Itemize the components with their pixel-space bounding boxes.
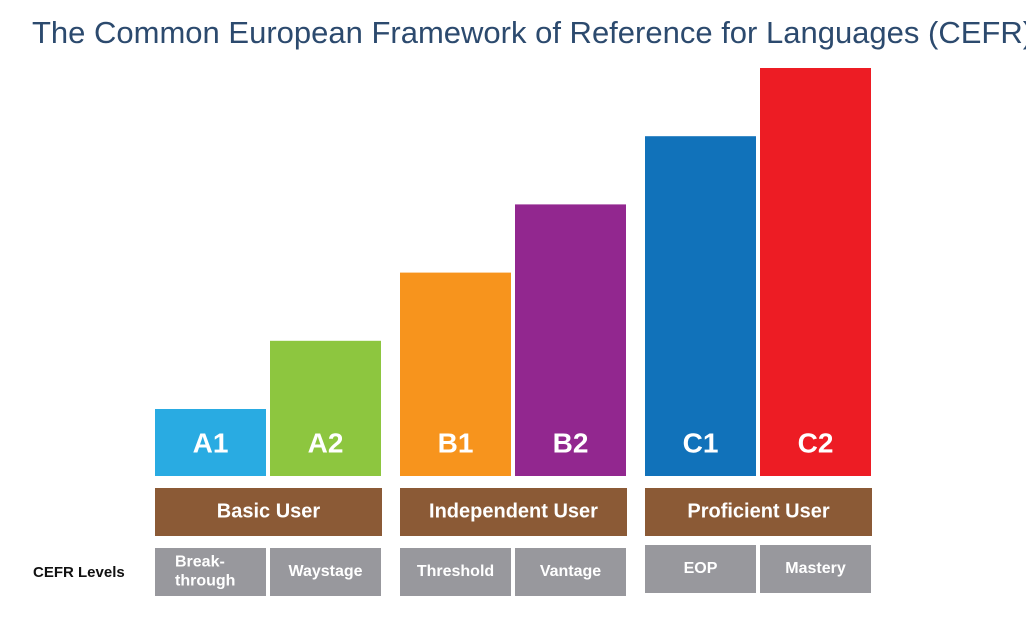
- group-label: Basic User: [217, 500, 321, 522]
- level-name: Mastery: [785, 560, 846, 577]
- level-name: EOP: [684, 560, 718, 577]
- level-name-box: [515, 548, 626, 596]
- level-code: B1: [438, 427, 474, 458]
- level-code: C1: [683, 427, 719, 458]
- group-label: Proficient User: [687, 500, 829, 522]
- level-code: C2: [798, 427, 834, 458]
- level-bar: [270, 340, 381, 476]
- level-code: B2: [553, 427, 589, 458]
- level-code: A2: [308, 427, 344, 458]
- level-name: Threshold: [417, 563, 494, 580]
- level-bar: [155, 409, 266, 476]
- level-name: Waystage: [288, 563, 362, 580]
- level-name: through: [175, 573, 235, 590]
- level-name-box: [400, 548, 511, 596]
- level-name-box: [270, 548, 381, 596]
- level-name: Vantage: [540, 563, 601, 580]
- row-label: CEFR Levels: [33, 564, 125, 581]
- level-name: Break-: [175, 554, 225, 571]
- group-box: [155, 488, 382, 536]
- level-bar: [400, 272, 511, 476]
- level-name-box: [760, 545, 871, 593]
- group-label: Independent User: [429, 500, 598, 522]
- level-bar: [645, 136, 756, 476]
- level-name-box: [645, 545, 756, 593]
- group-box: [645, 488, 872, 536]
- level-bar: [760, 68, 871, 476]
- level-code: A1: [193, 427, 229, 458]
- title: The Common European Framework of Referen…: [32, 15, 1026, 50]
- level-name-box: [155, 548, 266, 596]
- group-box: [400, 488, 627, 536]
- level-bar: [515, 204, 626, 476]
